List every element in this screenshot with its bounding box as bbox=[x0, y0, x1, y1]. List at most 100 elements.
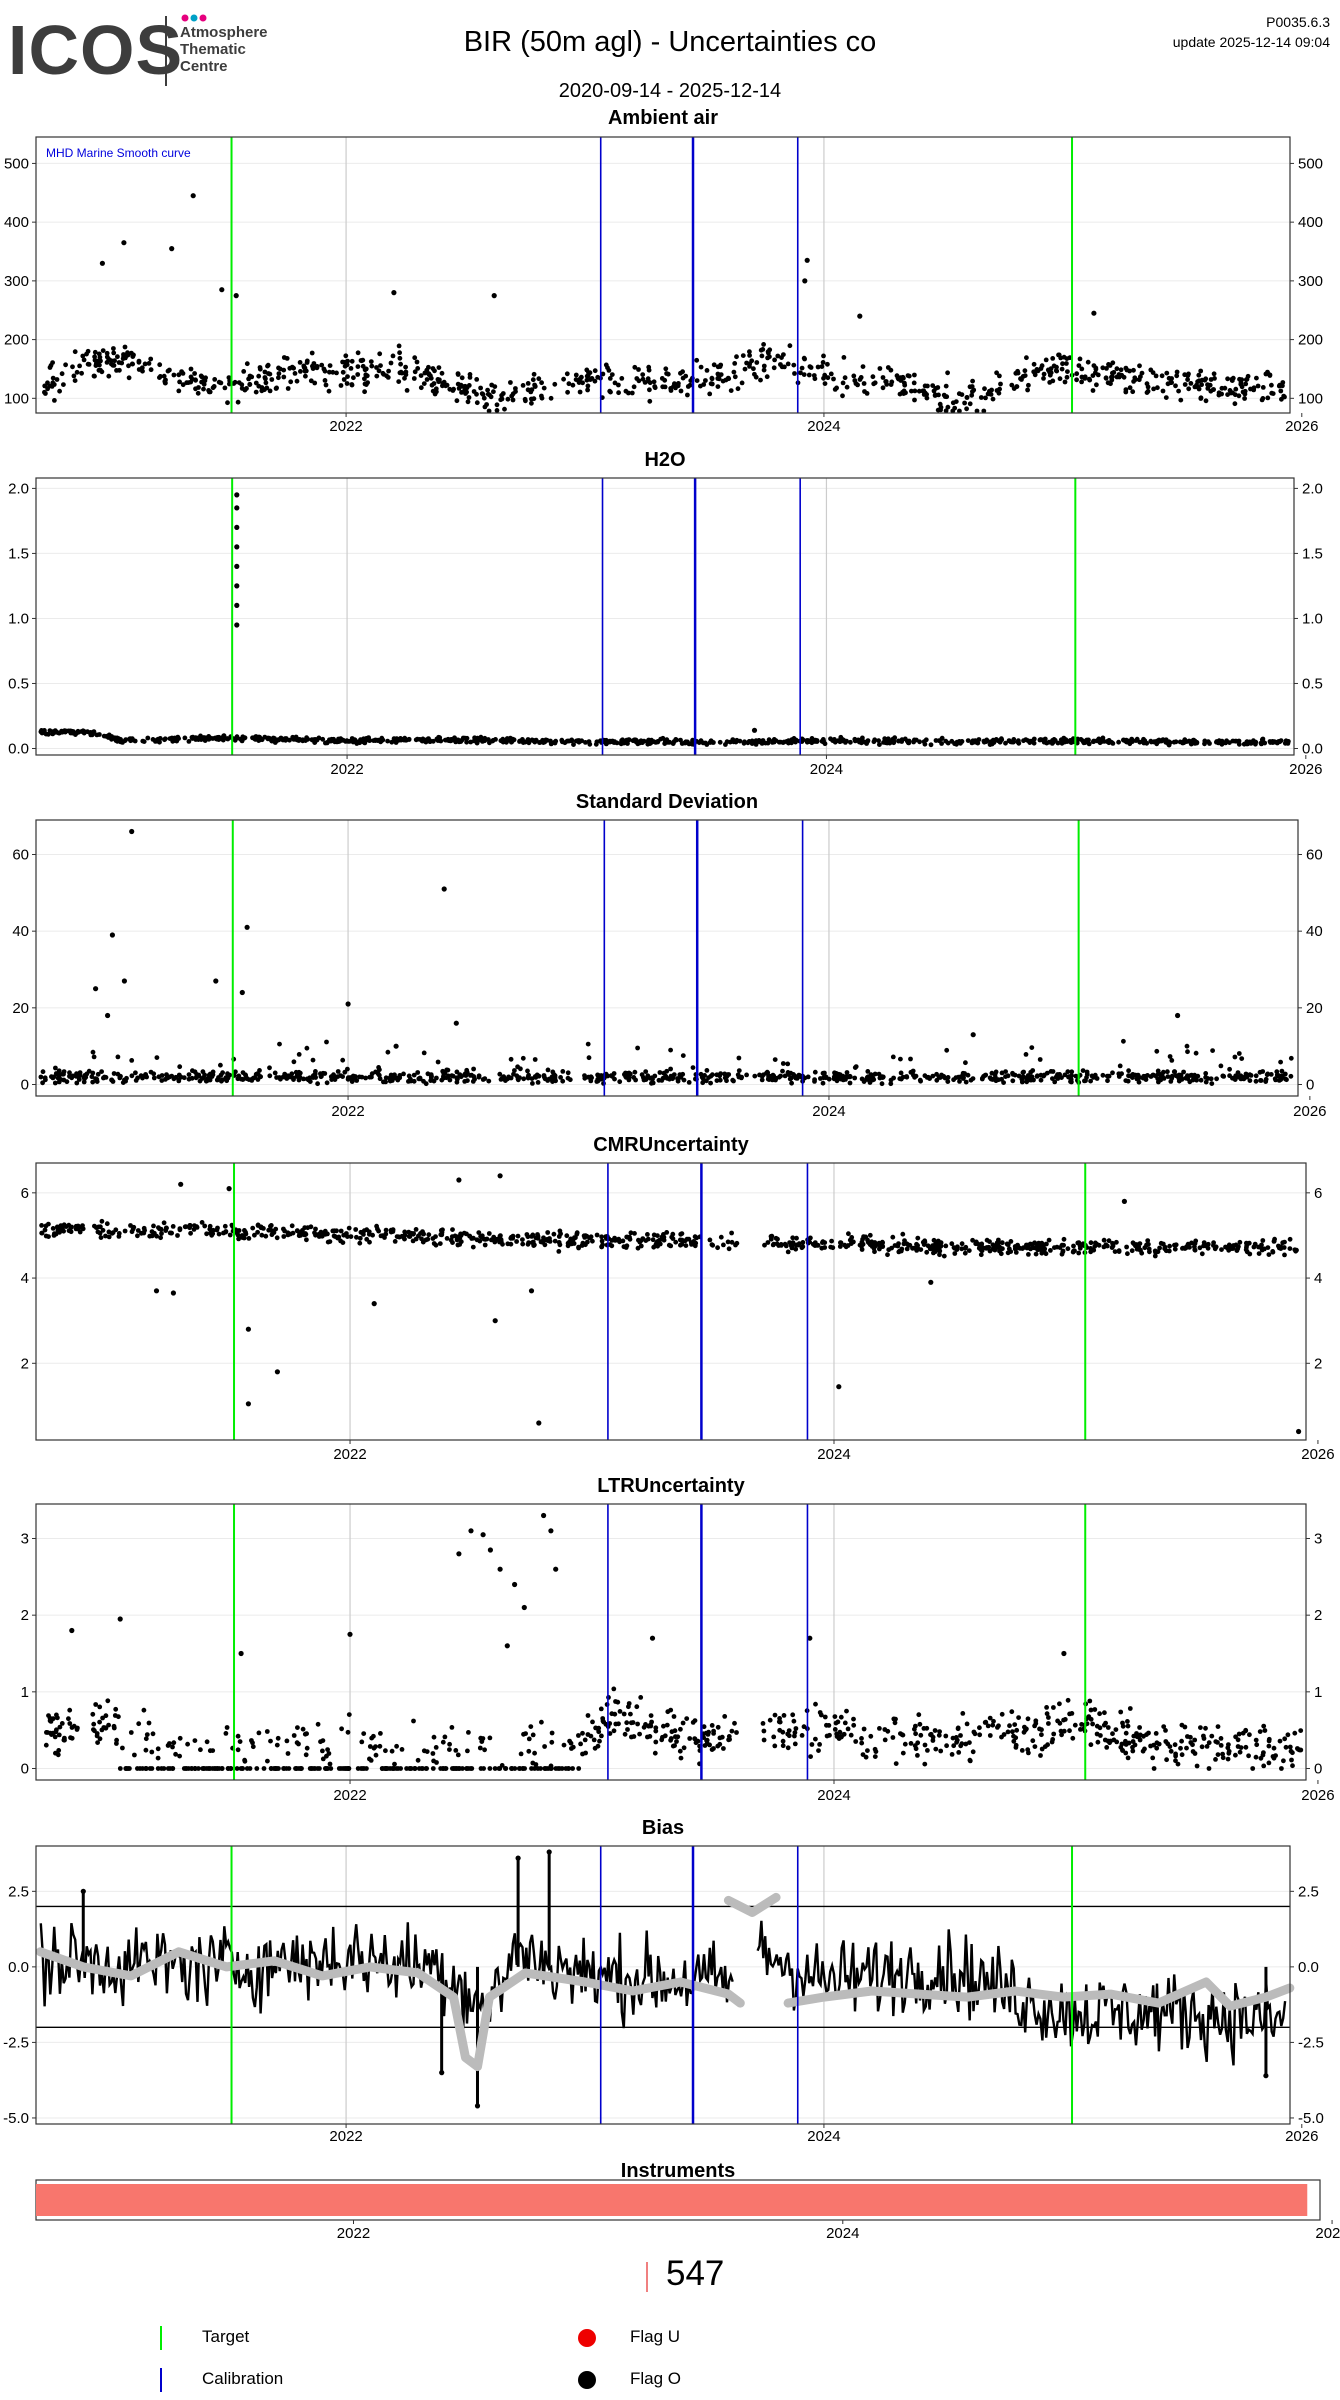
data-point bbox=[170, 1744, 175, 1750]
data-point bbox=[1169, 376, 1174, 381]
data-point bbox=[982, 386, 987, 392]
data-point bbox=[1129, 736, 1135, 742]
data-point bbox=[1070, 1735, 1076, 1741]
logo-dots-icon bbox=[181, 14, 207, 22]
data-point bbox=[1044, 1711, 1050, 1717]
data-point bbox=[414, 359, 420, 365]
data-point bbox=[450, 1073, 456, 1079]
data-point bbox=[402, 736, 408, 742]
data-point bbox=[304, 1745, 310, 1751]
data-point bbox=[1050, 1069, 1056, 1074]
outlier-point bbox=[238, 1650, 244, 1657]
data-point bbox=[1198, 1077, 1204, 1083]
y-tick-label-right: 2.5 bbox=[1298, 1883, 1319, 1900]
data-point bbox=[1100, 365, 1106, 371]
data-point bbox=[188, 1230, 194, 1236]
data-point bbox=[761, 363, 767, 369]
data-point bbox=[192, 1738, 198, 1743]
data-point bbox=[43, 1077, 48, 1083]
data-point bbox=[1085, 359, 1091, 365]
data-point bbox=[817, 1742, 822, 1747]
data-point bbox=[585, 1041, 591, 1047]
data-point bbox=[900, 1231, 906, 1237]
data-point bbox=[1282, 1252, 1287, 1258]
outlier-point bbox=[93, 986, 99, 992]
data-point bbox=[291, 1059, 297, 1065]
data-point bbox=[1242, 396, 1247, 401]
data-point bbox=[734, 737, 740, 743]
data-point bbox=[820, 1239, 826, 1245]
data-point bbox=[999, 1240, 1005, 1246]
data-point bbox=[868, 1733, 874, 1739]
data-point bbox=[446, 1073, 451, 1079]
data-point bbox=[912, 388, 918, 394]
data-point bbox=[263, 380, 269, 386]
data-point bbox=[769, 1233, 775, 1239]
data-point bbox=[609, 1711, 615, 1717]
data-point bbox=[459, 390, 464, 395]
data-point bbox=[725, 1239, 731, 1245]
data-point bbox=[177, 379, 183, 385]
data-point bbox=[92, 354, 97, 360]
data-point bbox=[1172, 1246, 1178, 1252]
data-point bbox=[350, 1075, 356, 1081]
data-point bbox=[1160, 388, 1166, 394]
data-point bbox=[142, 361, 148, 367]
data-point bbox=[704, 1068, 710, 1073]
data-point bbox=[67, 728, 73, 734]
data-point bbox=[749, 740, 755, 746]
data-point bbox=[1041, 739, 1047, 745]
data-point bbox=[1054, 1244, 1060, 1250]
data-point bbox=[252, 1232, 257, 1238]
data-point bbox=[1173, 739, 1179, 745]
data-point bbox=[1151, 1766, 1157, 1771]
data-point bbox=[772, 357, 777, 363]
data-point bbox=[840, 380, 846, 386]
y-tick-label-right: 200 bbox=[1298, 332, 1323, 349]
data-point bbox=[277, 366, 283, 372]
data-point bbox=[962, 1250, 968, 1256]
data-point bbox=[263, 376, 268, 382]
data-point bbox=[895, 1243, 901, 1249]
data-point bbox=[591, 1737, 597, 1743]
data-point bbox=[673, 1734, 678, 1740]
data-point bbox=[834, 385, 839, 391]
data-point bbox=[717, 1741, 723, 1747]
data-point bbox=[1254, 375, 1259, 381]
data-point bbox=[1150, 1755, 1156, 1761]
y-tick-label: 0.0 bbox=[8, 1959, 29, 1976]
data-point bbox=[249, 1078, 255, 1083]
data-point bbox=[349, 358, 355, 364]
data-point bbox=[945, 1079, 951, 1084]
x-tick-label: 2024 bbox=[807, 2128, 840, 2145]
data-point bbox=[1190, 1749, 1196, 1754]
data-point bbox=[101, 733, 107, 739]
data-point bbox=[259, 1232, 265, 1238]
data-point bbox=[902, 380, 907, 386]
data-point bbox=[842, 375, 848, 381]
data-point bbox=[792, 371, 797, 376]
data-point bbox=[509, 1766, 515, 1771]
data-point bbox=[1118, 367, 1124, 373]
data-point bbox=[1283, 1744, 1289, 1750]
data-point bbox=[109, 1230, 115, 1236]
data-point bbox=[528, 1724, 534, 1729]
panel-title: Standard Deviation bbox=[576, 791, 758, 813]
data-point bbox=[182, 1224, 188, 1230]
data-point bbox=[346, 1225, 352, 1231]
data-point bbox=[126, 375, 132, 381]
data-point bbox=[188, 366, 194, 372]
data-point bbox=[565, 1243, 571, 1249]
data-point bbox=[173, 1751, 179, 1757]
data-point bbox=[388, 360, 394, 366]
outlier-point bbox=[121, 240, 127, 246]
data-point bbox=[180, 382, 186, 388]
data-point bbox=[1203, 1079, 1209, 1085]
data-point bbox=[222, 385, 228, 391]
data-point bbox=[838, 1240, 843, 1246]
data-point bbox=[226, 375, 232, 380]
data-point bbox=[828, 371, 834, 377]
data-point bbox=[570, 1766, 575, 1771]
data-point bbox=[989, 1070, 995, 1076]
